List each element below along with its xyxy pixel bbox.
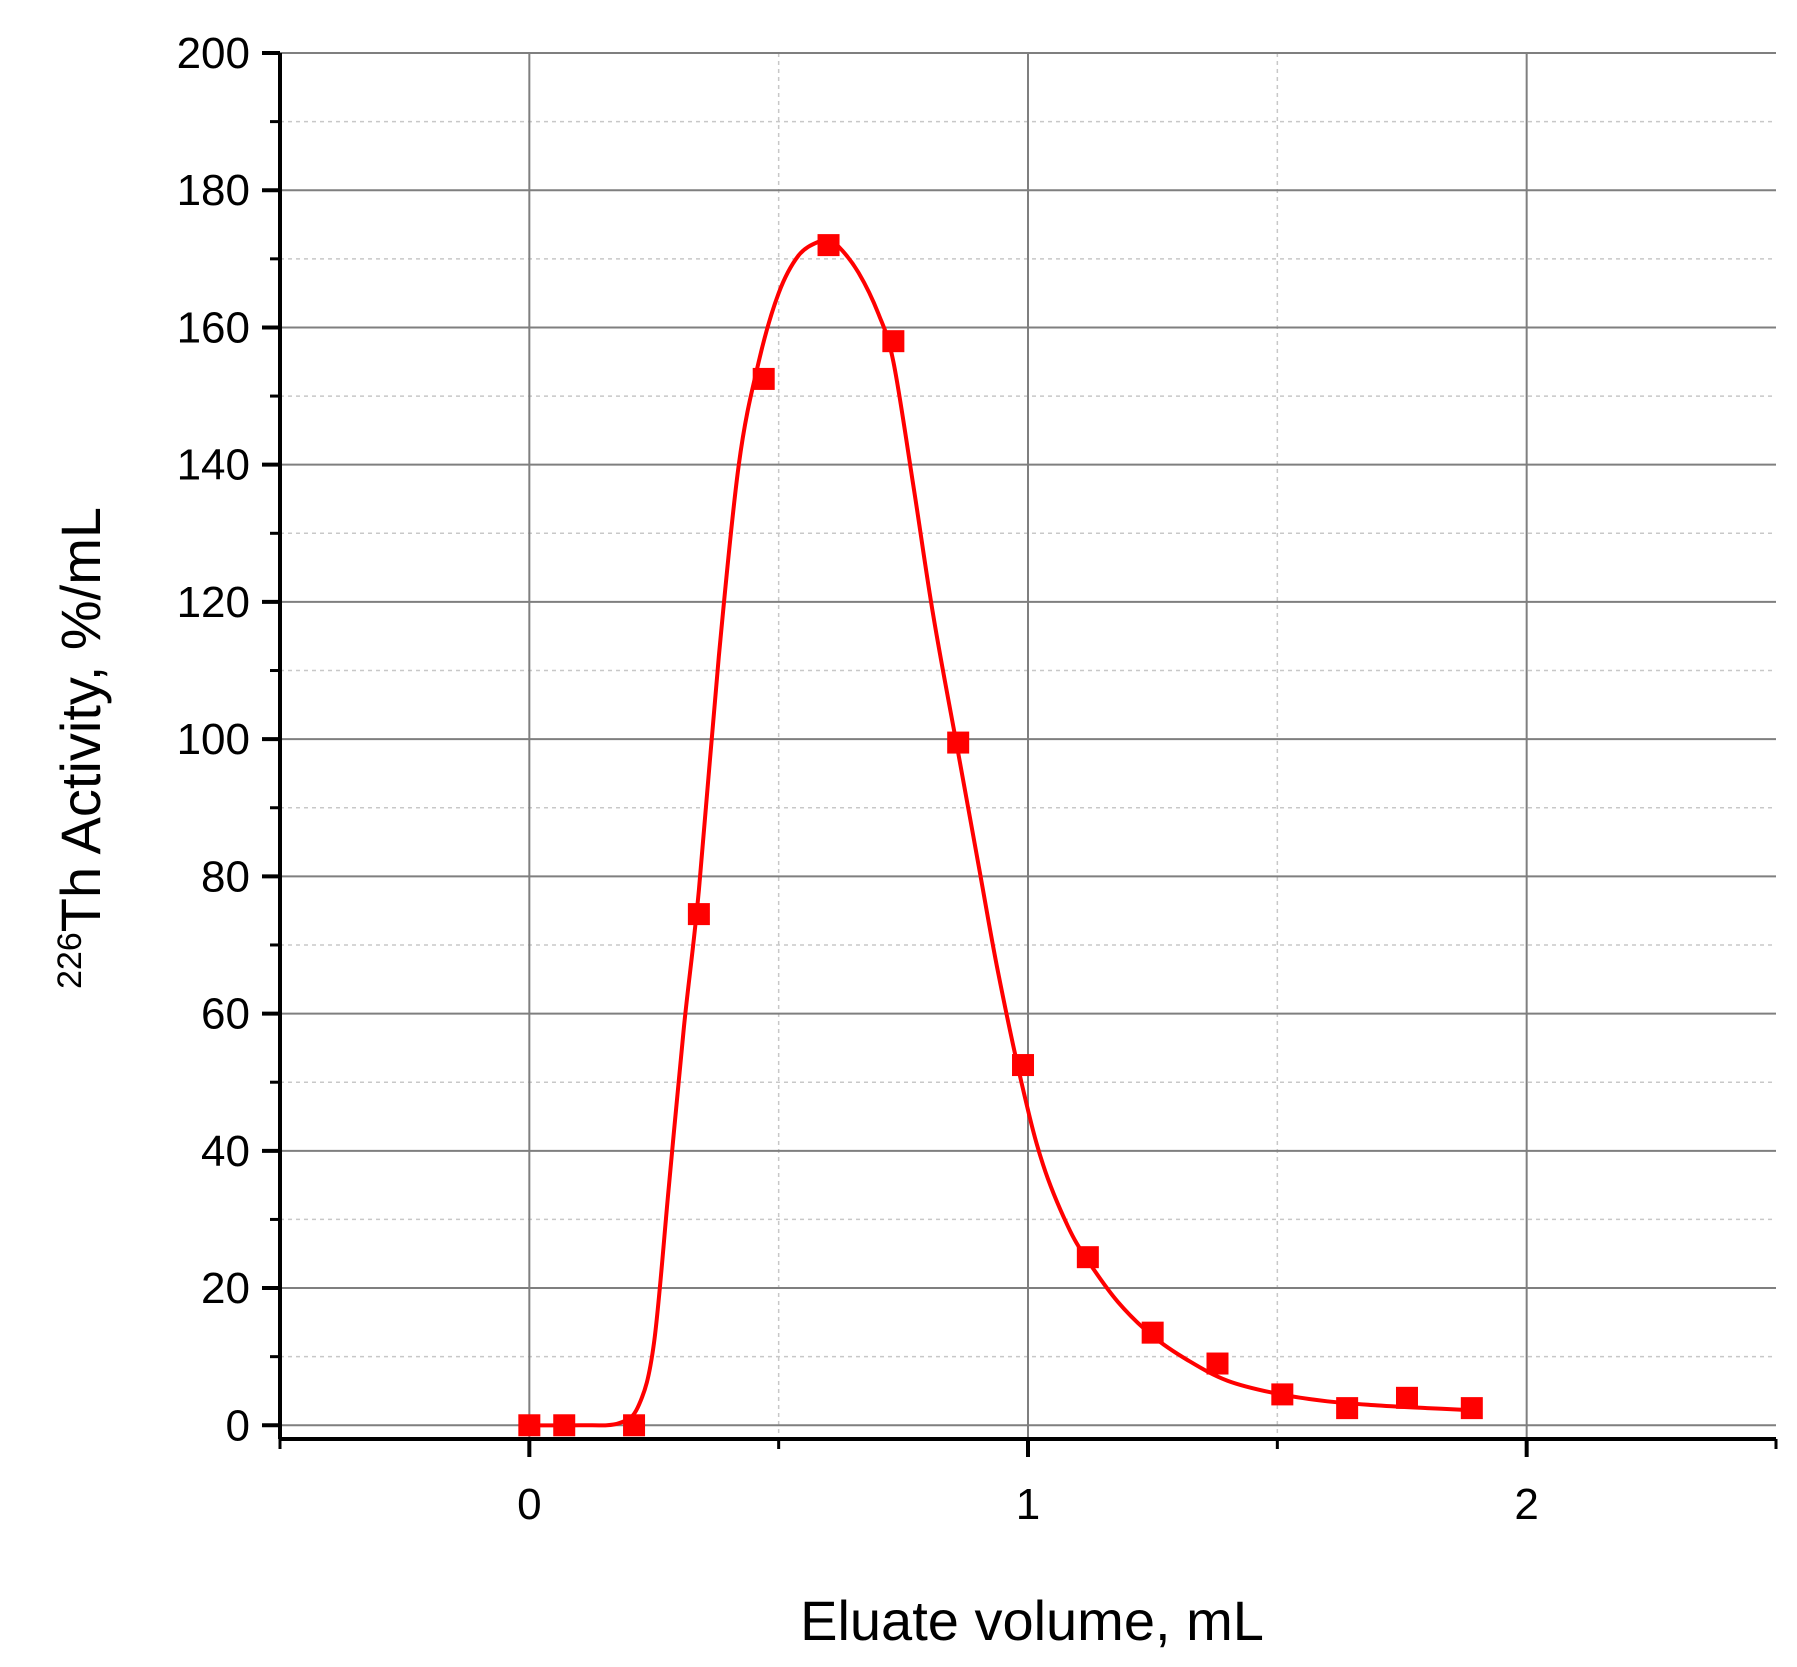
y-tick-labels: 0 20 40 60 80 100 120 140 160 180 200 <box>177 29 250 1450</box>
data-point <box>817 234 840 257</box>
data-point <box>1460 1397 1483 1420</box>
x-tick-label: 2 <box>1514 1480 1538 1529</box>
data-point <box>623 1414 646 1437</box>
y-tick-label: 60 <box>201 990 250 1039</box>
y-tick-label: 80 <box>201 852 250 901</box>
data-point <box>1336 1397 1359 1420</box>
y-tick-label: 20 <box>201 1264 250 1313</box>
x-axis-title: Eluate volume, mL <box>800 1589 1264 1652</box>
x-tick-labels: 0 1 2 <box>517 1480 1539 1529</box>
y-tick-label: 40 <box>201 1127 250 1176</box>
data-point <box>882 330 905 353</box>
axes <box>262 51 1778 1457</box>
major-grid <box>280 52 1776 1439</box>
data-point <box>553 1414 576 1437</box>
y-tick-label: 0 <box>226 1401 250 1450</box>
y-axis-title-superscript: 226 <box>51 932 89 989</box>
data-point <box>518 1414 541 1437</box>
x-tick-label: 1 <box>1016 1480 1040 1529</box>
data-point <box>1076 1246 1099 1269</box>
y-tick-label: 180 <box>177 166 250 215</box>
x-tick-label: 0 <box>517 1480 541 1529</box>
data-point <box>1395 1386 1418 1409</box>
y-tick-label: 100 <box>177 715 250 764</box>
data-point <box>947 731 970 754</box>
data-point <box>687 903 710 926</box>
y-tick-label: 160 <box>177 303 250 352</box>
data-point <box>1271 1383 1294 1406</box>
data-point <box>1012 1054 1035 1077</box>
y-tick-label: 140 <box>177 441 250 490</box>
data-point <box>1141 1321 1164 1344</box>
y-tick-label: 120 <box>177 578 250 627</box>
y-tick-label: 200 <box>177 29 250 78</box>
series-layer <box>518 234 1483 1437</box>
data-point <box>1206 1352 1229 1375</box>
y-axis-title: 226Th Activity, %/mL <box>49 507 112 989</box>
data-point <box>752 367 775 390</box>
y-axis-title-text: Th Activity, %/mL <box>49 507 112 932</box>
